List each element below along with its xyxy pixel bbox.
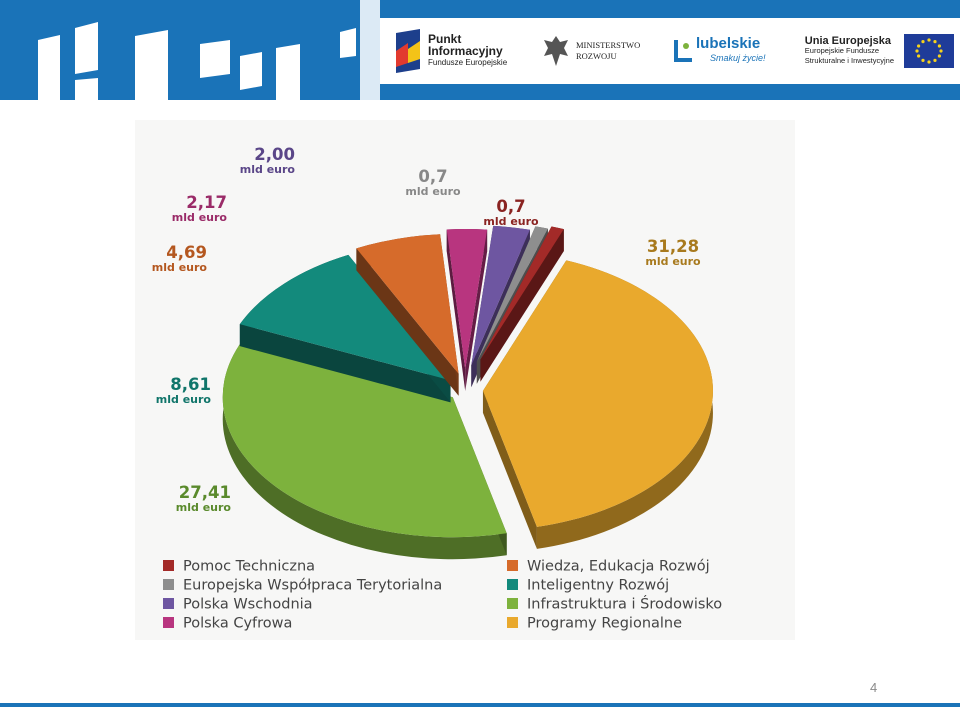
unia-europejska-logo: Unia Europejska Europejskie Fundusze Str… — [794, 18, 954, 84]
data-label-pomoc-techniczna: 0,7 — [496, 197, 525, 216]
eu-flag-icon — [904, 34, 954, 68]
slice-top-pomoc-techniczna — [480, 226, 564, 360]
unit-label-wiedza-edukacja-rozwoj: mld euro — [152, 261, 208, 274]
punkt-informacyjny-logo: Punkt Informacyjny Fundusze Europejskie — [394, 18, 524, 84]
slice-wall-wiedza-edukacja-rozwoj — [356, 248, 459, 396]
lubelskie-mark-icon — [674, 40, 692, 62]
unit-label-europejska-wspolpraca-terytorialna: mld euro — [405, 185, 461, 198]
ue-line2: Europejskie Fundusze — [804, 46, 879, 55]
ministerstwo-logo: MINISTERSTWO ROZWOJU — [542, 18, 662, 84]
legend-swatch — [163, 579, 174, 590]
legend-label: Programy Regionalne — [527, 616, 682, 632]
ue-title: Unia Europejska — [804, 35, 891, 47]
legend-swatch — [507, 579, 518, 590]
slice-wall2-programy-regionalne — [482, 390, 537, 549]
unit-label-programy-regionalne: mld euro — [645, 255, 701, 268]
punkt-line2: Informacyjny — [428, 44, 503, 58]
legend-label: Pomoc Techniczna — [183, 559, 315, 575]
slice-top-wiedza-edukacja-rozwoj — [356, 234, 459, 374]
data-label-wiedza-edukacja-rozwoj: 4,69 — [166, 243, 207, 262]
slice-pomoc-techniczna — [480, 226, 564, 382]
unit-label-inteligentny-rozwoj: mld euro — [156, 393, 212, 406]
legend-swatch — [163, 560, 174, 571]
fundusze-flag-icon — [396, 29, 420, 73]
bottom-accent-line — [0, 703, 960, 707]
legend-label: Europejska Współpraca Terytorialna — [183, 578, 442, 594]
slice-wall-inteligentny-rozwoj — [239, 324, 451, 403]
ministerstwo-line1: MINISTERSTWO — [576, 40, 641, 50]
unit-label-polska-wschodnia: mld euro — [240, 163, 296, 176]
slice-top-polska-wschodnia — [471, 225, 530, 366]
punkt-line1: Punkt — [428, 32, 462, 46]
header-decoration — [38, 0, 380, 100]
slice-wiedza-edukacja-rozwoj — [356, 234, 459, 396]
slice-top-inteligentny-rozwoj — [239, 254, 451, 381]
legend-swatch — [507, 617, 518, 628]
legend-item-pomoc-techniczna: Pomoc Techniczna — [163, 559, 315, 575]
slice-wall-polska-cyfrowa — [446, 229, 466, 392]
unit-label-infrastruktura-i-srodowisko: mld euro — [176, 501, 232, 514]
data-label-programy-regionalne: 31,28 — [647, 237, 699, 256]
slice-side-infrastruktura-i-srodowisko — [222, 341, 507, 560]
slice-side-programy-regionalne — [536, 260, 713, 549]
legend-item-wiedza-edukacja-rozwoj: Wiedza, Edukacja Rozwój — [507, 559, 710, 575]
slice-wall2-pomoc-techniczna — [480, 229, 564, 382]
legend-label: Polska Cyfrowa — [183, 616, 292, 632]
slice-polska-cyfrowa — [446, 229, 488, 392]
data-label-inteligentny-rozwoj: 8,61 — [170, 375, 211, 394]
slice-top-programy-regionalne — [482, 260, 713, 527]
lubelskie-name: lubelskie — [696, 35, 761, 52]
legend-item-inteligentny-rozwoj: Inteligentny Rozwój — [507, 578, 669, 594]
logo-bar: Punkt Informacyjny Fundusze Europejskie … — [380, 18, 960, 84]
data-label-europejska-wspolpraca-terytorialna: 0,7 — [418, 167, 447, 186]
ue-line3: Strukturalne i Inwestycyjne — [804, 56, 894, 65]
slice-top-polska-cyfrowa — [446, 229, 488, 370]
page-number: 4 — [870, 680, 878, 695]
slice-wall2-polska-cyfrowa — [465, 229, 488, 392]
legend-swatch — [163, 617, 174, 628]
legend-swatch — [163, 598, 174, 609]
header-band: Punkt Informacyjny Fundusze Europejskie … — [0, 0, 960, 100]
lubelskie-slogan: Smakuj życie! — [710, 53, 766, 63]
ministerstwo-line2: ROZWOJU — [576, 51, 617, 61]
legend-swatch — [507, 598, 518, 609]
legend-item-polska-cyfrowa: Polska Cyfrowa — [163, 616, 292, 632]
chart-legend: Pomoc Techniczna Europejska Współpraca Te… — [163, 559, 722, 632]
legend-item-europejska-wspolpraca-terytorialna: Europejska Współpraca Terytorialna — [163, 578, 442, 594]
slice-top-europejska-wspolpraca-terytorialna — [476, 226, 548, 362]
data-label-polska-cyfrowa: 2,17 — [186, 193, 227, 212]
legend-label: Infrastruktura i Środowisko — [527, 595, 722, 613]
lubelskie-logo: lubelskie Smakuj życie! — [672, 18, 782, 84]
punkt-line3: Fundusze Europejskie — [428, 58, 508, 67]
pie-slices — [222, 225, 713, 560]
unit-label-pomoc-techniczna: mld euro — [483, 215, 539, 228]
legend-item-programy-regionalne: Programy Regionalne — [507, 616, 682, 632]
eagle-emblem-icon — [544, 36, 568, 66]
data-label-polska-wschodnia: 2,00 — [254, 145, 295, 164]
slice-programy-regionalne — [482, 260, 713, 549]
legend-label: Wiedza, Edukacja Rozwój — [527, 559, 710, 575]
legend-item-infrastruktura-i-srodowisko: Infrastruktura i Środowisko — [507, 595, 722, 613]
slice-top-infrastruktura-i-srodowisko — [222, 341, 507, 538]
legend-item-polska-wschodnia: Polska Wschodnia — [163, 597, 313, 613]
unit-label-polska-cyfrowa: mld euro — [172, 211, 228, 224]
legend-label: Polska Wschodnia — [183, 597, 313, 613]
legend-swatch — [507, 560, 518, 571]
data-label-infrastruktura-i-srodowisko: 27,41 — [179, 483, 231, 502]
legend-label: Inteligentny Rozwój — [527, 578, 669, 594]
